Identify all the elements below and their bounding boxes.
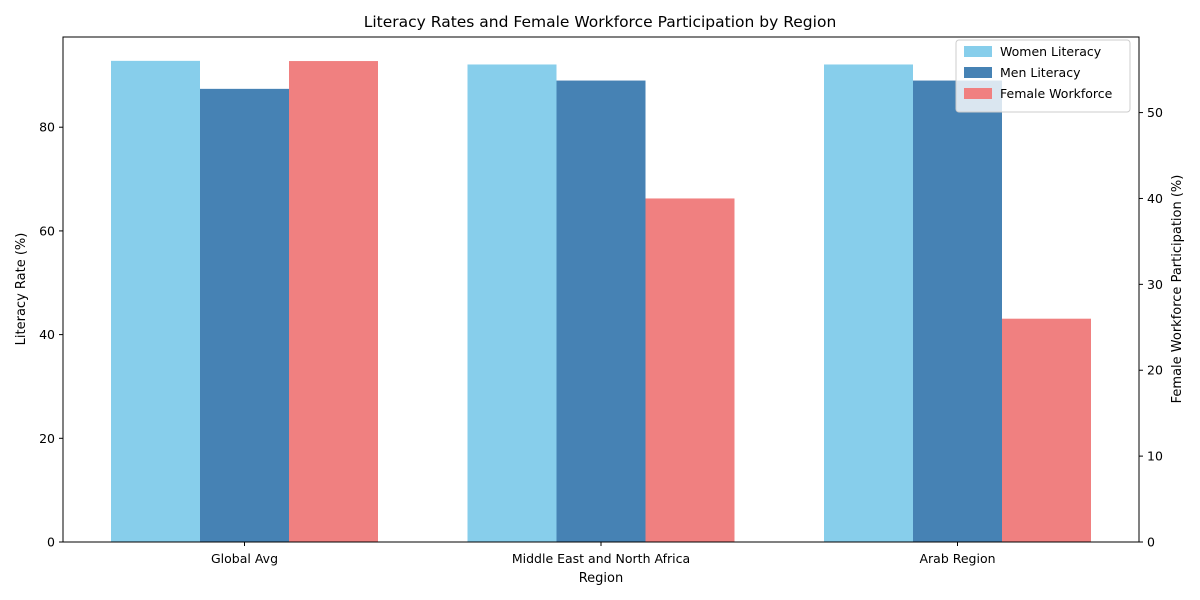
y-tick-label: 60 — [39, 223, 55, 238]
legend-label: Women Literacy — [1000, 44, 1102, 59]
legend-swatch — [964, 67, 992, 78]
x-tick-label: Global Avg — [211, 551, 278, 566]
chart-title: Literacy Rates and Female Workforce Part… — [364, 13, 837, 31]
y-axis-right: 0 10 20 30 40 50 — [1139, 105, 1163, 550]
bar — [824, 64, 913, 542]
bar — [1002, 318, 1091, 542]
bar — [111, 60, 200, 542]
y-right-tick-label: 10 — [1147, 449, 1163, 464]
y-right-tick-label: 50 — [1147, 105, 1163, 120]
bar — [200, 88, 289, 542]
legend-frame — [955, 39, 1131, 113]
y-axis-left: 0 20 40 60 80 — [39, 120, 63, 550]
bar — [913, 80, 1002, 543]
y-axis-left-title: Literacy Rate (%) — [14, 233, 29, 346]
legend-swatch — [964, 46, 992, 57]
legend-swatch — [964, 88, 992, 99]
x-axis: Global Avg Middle East and North Africa Ar… — [211, 542, 996, 566]
bar — [289, 61, 378, 543]
bar — [556, 80, 646, 543]
y-tick-label: 80 — [39, 120, 55, 135]
x-tick-label: Middle East and North Africa — [512, 551, 690, 566]
x-axis-title: Region — [579, 571, 624, 586]
bar — [467, 64, 557, 542]
legend-label: Female Workforce — [1000, 86, 1113, 101]
legend: Women Literacy Men Literacy Female Workfor… — [955, 39, 1131, 113]
y-tick-label: 0 — [47, 535, 55, 550]
bars — [111, 60, 1091, 543]
x-tick-label: Arab Region — [919, 551, 995, 566]
plot-area — [62, 36, 1140, 543]
y-right-tick-label: 0 — [1147, 535, 1155, 550]
y-right-tick-label: 30 — [1147, 277, 1163, 292]
y-tick-label: 40 — [39, 327, 55, 342]
y-right-tick-label: 20 — [1147, 363, 1163, 378]
y-right-tick-label: 40 — [1147, 191, 1163, 206]
y-axis-right-title: Female Workforce Participation (%) — [1170, 175, 1185, 404]
bar — [645, 198, 735, 542]
y-tick-label: 20 — [39, 431, 55, 446]
legend-label: Men Literacy — [1000, 65, 1081, 80]
